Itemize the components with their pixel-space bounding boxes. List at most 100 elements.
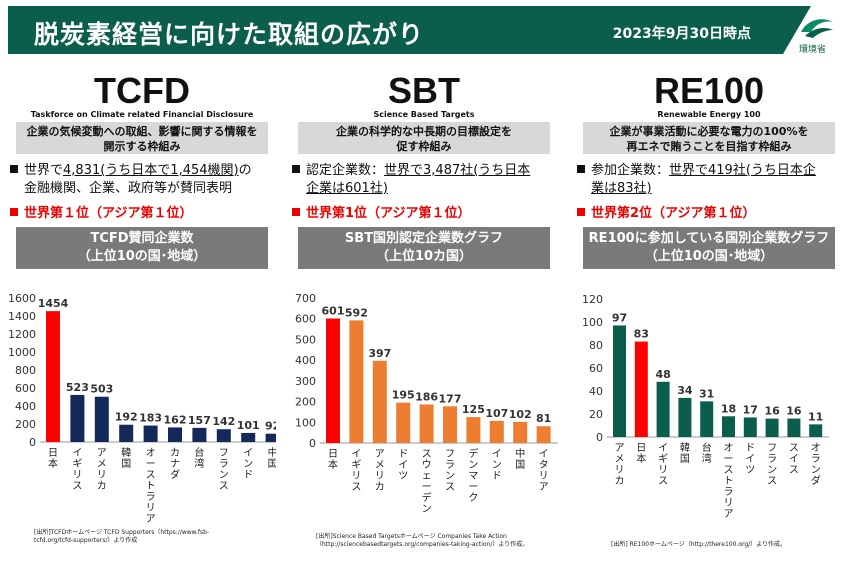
re100-chart-header: RE100に参加している国別企業数グラフ （上位10の国･地域） <box>583 227 835 269</box>
y-tick-label: 0 <box>596 431 603 444</box>
bar <box>216 429 231 442</box>
tcfd-chart-header: TCFD賛同企業数 （上位10の国･地域） <box>16 227 268 269</box>
bar <box>326 318 340 443</box>
y-tick-label: 20 <box>589 408 603 421</box>
re100-rank: 世界第2位（アジア第１位） <box>577 202 756 221</box>
tcfd-stat-suffix: の <box>238 163 252 178</box>
tcfd-source-line2: tcfd.org/tcfd-supporters/）より作成 <box>34 537 138 544</box>
data-label: 601 <box>322 305 345 318</box>
bar <box>372 360 387 443</box>
data-label: 1454 <box>38 297 69 310</box>
tcfd-rank: 世界第１位（アジア第１位） <box>10 202 192 221</box>
data-label: 107 <box>485 407 508 420</box>
category-label: フランス <box>219 448 229 492</box>
re100-stat-number: 世界で419社(うち日本企 <box>669 163 816 178</box>
sbt-rank: 世界第1位（アジア第１位） <box>292 202 471 221</box>
tcfd-stat-prefix: 世界で <box>24 163 64 178</box>
y-tick-label: 400 <box>15 400 36 413</box>
tcfd-rank-text: 世界第１位（アジア第１位） <box>24 206 193 221</box>
data-label: 17 <box>743 403 758 416</box>
bar <box>241 432 256 442</box>
re100-stat: 参加企業数：世界で419社(うち日本企 業は83社) <box>577 162 839 198</box>
data-label: 102 <box>509 408 532 421</box>
category-label: イギリス <box>658 443 668 487</box>
category-label: インド <box>243 448 253 481</box>
bar <box>46 311 60 442</box>
category-label: 韓国 <box>680 442 690 465</box>
y-tick-label: 300 <box>295 375 316 388</box>
bar <box>513 421 528 443</box>
bullet-square-icon <box>577 208 585 216</box>
sbt-chart-header: SBT国別認定企業数グラフ （上位10カ国） <box>298 227 550 269</box>
bar <box>70 394 85 442</box>
category-label: 台湾 <box>702 441 712 465</box>
re100-chart-title: RE100に参加している国別企業数グラフ <box>588 231 830 246</box>
bar <box>489 420 504 443</box>
sbt-source-line2: （http://sciencebasedtargets.org/companie… <box>316 541 529 548</box>
tcfd-stat: 世界で4,831(うち日本で1,454機関)の 金融機関、企業、政府等が賛同表明 <box>10 162 272 198</box>
bar <box>466 417 481 443</box>
re100-bar-chart: 0 20 40 60 80 100 120 97 アメリカ 83 日本 48 イギリス 34 韓国 31 台湾 1… <box>582 293 829 520</box>
ministry-logo-icon <box>801 19 833 38</box>
data-label: 18 <box>721 402 736 415</box>
tcfd-chart-title: TCFD賛同企業数 <box>90 231 194 246</box>
sbt-description: 企業の科学的な中長期の目標設定を 促す枠組み <box>298 122 550 154</box>
y-tick-label: 700 <box>295 292 316 305</box>
bar <box>143 425 158 442</box>
bar <box>765 418 779 437</box>
data-label: 83 <box>634 328 649 341</box>
data-label: 157 <box>188 414 211 427</box>
bar <box>396 402 411 443</box>
category-label: アメリカ <box>615 443 625 487</box>
bar <box>94 396 109 442</box>
category-label: ドイツ <box>745 443 755 476</box>
sbt-description-line2: 促す枠組み <box>396 140 452 153</box>
category-label: オーストラリア <box>146 447 156 524</box>
re100-chart-subtitle: （上位10の国･地域） <box>644 249 774 264</box>
y-tick-label: 0 <box>29 436 36 449</box>
bar <box>809 424 823 437</box>
category-label: オーストラリア <box>724 442 734 520</box>
y-tick-label: 120 <box>582 293 603 306</box>
data-label: 31 <box>699 387 714 400</box>
category-label: フランス <box>767 443 777 487</box>
data-label: 142 <box>212 415 235 428</box>
sbt-column: SBT Science Based Targets 企業の科学的な中長期の目標設… <box>290 72 558 567</box>
tcfd-stat-number: 4,831(うち日本で1,454機関) <box>63 163 239 178</box>
re100-description-line1: 企業が事業活動に必要な電力の100%を <box>609 125 809 138</box>
tcfd-title: TCFD <box>94 70 190 111</box>
data-label: 162 <box>164 413 187 426</box>
sbt-source-line1: [出所]Science Based Targetsホームページ Companie… <box>316 533 507 540</box>
ministry-logo: 環境省 <box>797 14 839 55</box>
data-label: 81 <box>536 412 551 425</box>
bar <box>168 427 182 442</box>
ministry-name: 環境省 <box>799 45 827 55</box>
y-tick-label: 60 <box>589 362 603 375</box>
sbt-title: SBT <box>388 70 460 111</box>
re100-rank-text: 世界第2位（アジア第１位） <box>591 206 756 221</box>
re100-source-line1: [出所] RE100ホームページ（http://there100.org/）より… <box>611 541 787 548</box>
sbt-chart-title: SBT国別認定企業数グラフ <box>344 231 504 246</box>
tcfd-source-line1: [出所]TCFDホームページ TCFD Supporters（https://w… <box>34 529 210 536</box>
data-label: 16 <box>764 405 780 418</box>
category-label: 日本 <box>636 443 646 465</box>
category-label: スイス <box>789 443 799 476</box>
page-title: 脱炭素経営に向けた取組の広がり <box>34 20 425 49</box>
tcfd-bar-chart: 0 200 400 600 800 1000 1200 1400 1600 1454 日本 523 イギ… <box>8 292 276 524</box>
y-tick-label: 40 <box>589 385 603 398</box>
bullet-square-icon <box>292 208 300 216</box>
re100-stat-line2: 業は83社) <box>591 181 652 196</box>
tcfd-description: 企業の気候変動への取組、影響に関する情報を 開示する枠組み <box>16 122 268 154</box>
data-label: 503 <box>90 383 113 396</box>
re100-title: RE100 <box>653 70 765 111</box>
header-banner: 脱炭素経営に向けた取組の広がり 2023年9月30日時点 <box>8 6 811 54</box>
as-of-date: 2023年9月30日時点 <box>612 26 751 42</box>
tcfd-source: [出所]TCFDホームページ TCFD Supporters（https://w… <box>34 529 209 545</box>
bar <box>634 341 648 437</box>
bullet-square-icon <box>577 165 585 173</box>
y-tick-label: 800 <box>15 364 36 377</box>
category-label: イタリア <box>539 449 549 493</box>
sbt-description-line1: 企業の科学的な中長期の目標設定を <box>336 125 512 138</box>
category-label: デンマーク <box>468 447 478 504</box>
bar <box>419 404 434 443</box>
